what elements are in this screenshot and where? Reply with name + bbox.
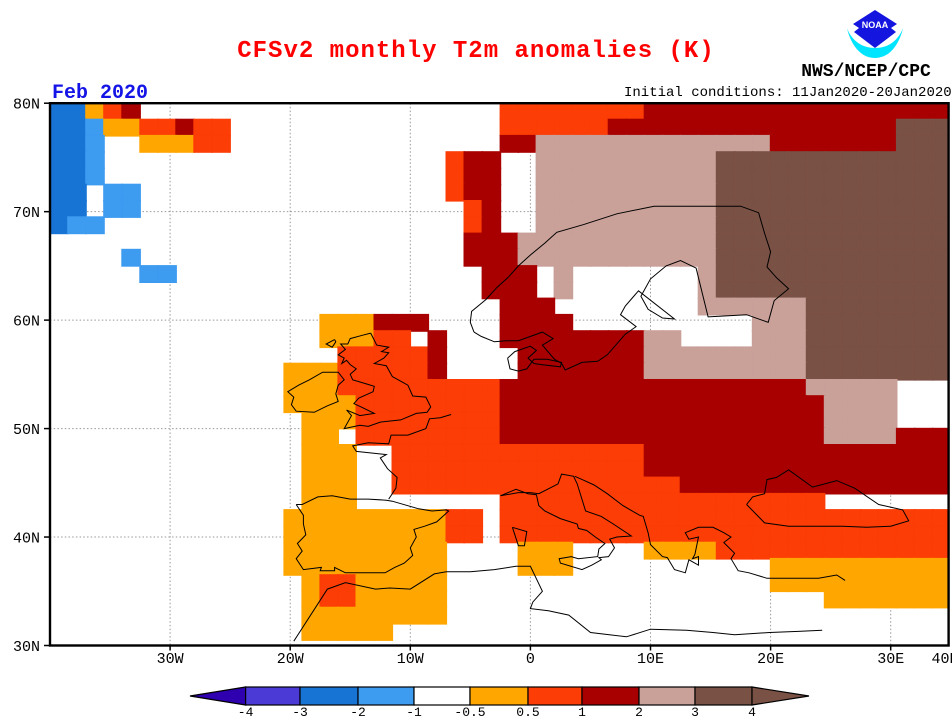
- svg-text:-1: -1: [406, 705, 422, 720]
- svg-text:3: 3: [691, 705, 699, 720]
- svg-text:0.5: 0.5: [516, 705, 539, 720]
- svg-text:-4: -4: [238, 705, 254, 720]
- svg-text:2: 2: [635, 705, 643, 720]
- svg-text:4: 4: [748, 705, 756, 720]
- svg-text:-3: -3: [292, 705, 308, 720]
- svg-text:-0.5: -0.5: [454, 705, 485, 720]
- svg-text:1: 1: [578, 705, 586, 720]
- svg-text:-2: -2: [350, 705, 366, 720]
